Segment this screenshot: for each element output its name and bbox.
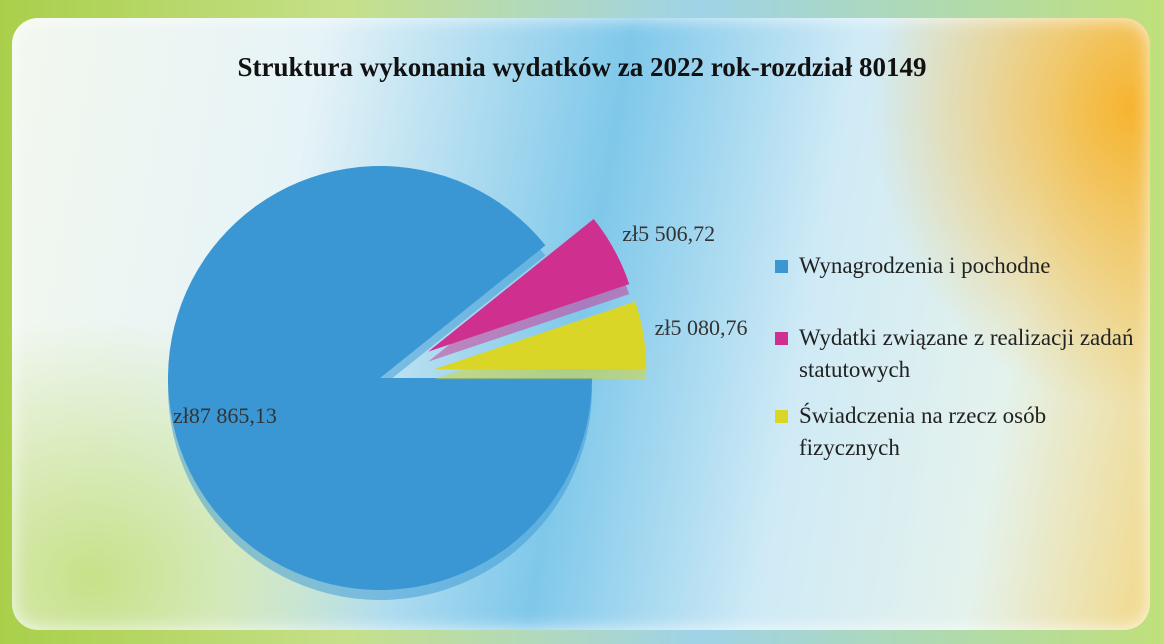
legend-swatch [775, 410, 788, 423]
legend-label: Wynagrodzenia i pochodne [799, 253, 1051, 278]
chart-title: Struktura wykonania wydatków za 2022 rok… [237, 52, 927, 82]
legend-label: Wydatki związane z realizacji zadań stat… [799, 325, 1134, 382]
legend-item: Wydatki związane z realizacji zadań stat… [775, 322, 1135, 386]
data-label: zł5 506,72 [622, 220, 716, 246]
pie-slice [167, 166, 592, 591]
legend-swatch [775, 332, 788, 345]
pie-slice [428, 219, 630, 352]
data-label: zł87 865,13 [172, 403, 277, 429]
legend-item: Wynagrodzenia i pochodne [775, 250, 1135, 282]
legend: Wynagrodzenia i pochodne Wydatki związane… [775, 250, 1135, 478]
legend-label: Świadczenia na rzecz osób fizycznych [799, 403, 1047, 460]
data-label: zł5 080,76 [654, 315, 748, 341]
pie-slice [434, 301, 647, 370]
legend-swatch [775, 260, 788, 273]
legend-item: Świadczenia na rzecz osób fizycznych [775, 400, 1135, 464]
